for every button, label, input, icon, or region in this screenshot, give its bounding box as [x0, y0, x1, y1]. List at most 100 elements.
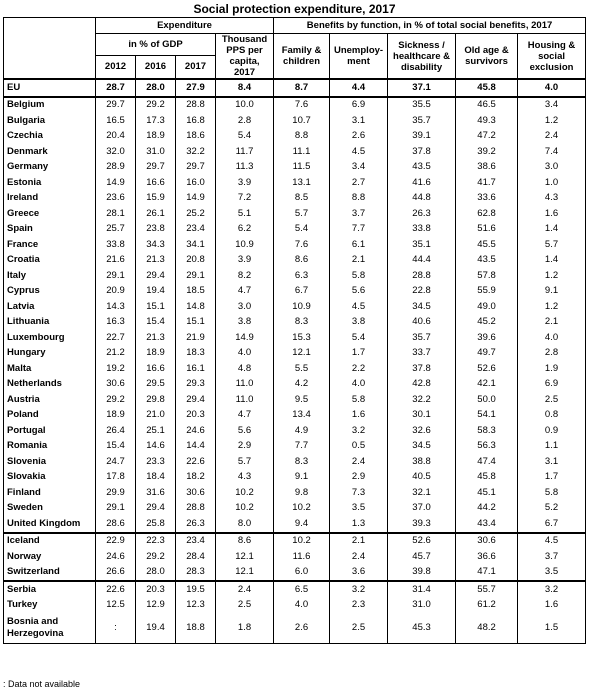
value-cell: 6.3 [273, 268, 331, 284]
value-cell: 26.3 [175, 516, 216, 533]
value-cell: 15.3 [273, 330, 331, 346]
value-cell: 39.2 [455, 144, 519, 160]
value-cell: 8.0 [214, 516, 275, 533]
value-cell: 5.2 [517, 500, 587, 516]
table-row: Spain 25.7 23.8 23.4 6.2 5.4 7.7 33.8 51.6 1.4 [3, 221, 587, 237]
country-cell: France [3, 237, 96, 253]
value-cell: 6.9 [329, 95, 389, 113]
value-cell: 11.0 [214, 392, 275, 408]
value-cell: 28.1 [95, 206, 136, 222]
value-cell: 22.7 [95, 330, 136, 346]
value-cell: 6.1 [329, 237, 389, 253]
table-row: Croatia 21.6 21.3 20.8 3.9 8.6 2.1 44.4 43.5 1.4 [3, 252, 587, 268]
value-cell: 28.8 [175, 95, 216, 113]
value-cell: 4.5 [329, 144, 389, 160]
header-oldage: Old age & survivors [455, 33, 519, 80]
value-cell: 5.4 [214, 128, 275, 144]
value-cell: 32.2 [175, 144, 216, 160]
value-cell: 1.3 [329, 516, 389, 533]
table-row: Greece 28.1 26.1 25.2 5.1 5.7 3.7 26.3 62.8 1.6 [3, 206, 587, 222]
value-cell: 5.1 [214, 206, 275, 222]
value-cell: 16.0 [175, 175, 216, 191]
value-cell: 52.6 [455, 361, 519, 377]
table-row: Slovakia 17.8 18.4 18.2 4.3 9.1 2.9 40.5 45.8 1.7 [3, 469, 587, 485]
value-cell: 20.3 [135, 580, 176, 598]
value-cell: 45.8 [455, 469, 519, 485]
value-cell: 1.9 [517, 361, 587, 377]
value-cell: 8.5 [273, 190, 331, 206]
value-cell: 7.7 [273, 438, 331, 454]
value-cell: 50.0 [455, 392, 519, 408]
country-cell: Estonia [3, 175, 96, 191]
value-cell: 11.3 [214, 159, 275, 175]
value-cell: 3.7 [517, 549, 587, 565]
value-cell: 32.0 [95, 144, 136, 160]
value-cell: 29.9 [95, 485, 136, 501]
value-cell: 12.1 [214, 549, 275, 565]
value-cell: 4.4 [329, 78, 389, 98]
value-cell: 14.6 [135, 438, 176, 454]
value-cell: 2.8 [214, 113, 275, 129]
value-cell: 8.3 [273, 314, 331, 330]
value-cell: 29.4 [135, 500, 176, 516]
value-cell: 22.9 [95, 531, 136, 549]
country-cell: Slovenia [3, 454, 96, 470]
value-cell: 31.0 [135, 144, 176, 160]
table-row: Latvia 14.3 15.1 14.8 3.0 10.9 4.5 34.5 49.0 1.2 [3, 299, 587, 315]
value-cell: 43.5 [455, 252, 519, 268]
value-cell: 2.9 [329, 469, 389, 485]
value-cell: 5.7 [273, 206, 331, 222]
value-cell: 8.2 [214, 268, 275, 284]
value-cell: 29.7 [135, 159, 176, 175]
value-cell: 18.3 [175, 345, 216, 361]
value-cell: 39.8 [387, 564, 457, 581]
value-cell: 19.5 [175, 580, 216, 598]
value-cell: 5.8 [517, 485, 587, 501]
value-cell: 35.7 [387, 113, 457, 129]
value-cell: 22.8 [387, 283, 457, 299]
value-cell: 23.6 [95, 190, 136, 206]
value-cell: 16.6 [135, 175, 176, 191]
table-row: Ireland 23.6 15.9 14.9 7.2 8.5 8.8 44.8 33.6 4.3 [3, 190, 587, 206]
value-cell: 9.1 [517, 283, 587, 299]
value-cell: 3.2 [329, 580, 389, 598]
value-cell: : [95, 613, 136, 644]
value-cell: 40.5 [387, 469, 457, 485]
value-cell: 4.5 [329, 299, 389, 315]
value-cell: 49.0 [455, 299, 519, 315]
value-cell: 44.8 [387, 190, 457, 206]
value-cell: 43.4 [455, 516, 519, 533]
value-cell: 30.6 [95, 376, 136, 392]
value-cell: 3.6 [329, 564, 389, 581]
value-cell: 1.4 [517, 252, 587, 268]
value-cell: 4.0 [517, 330, 587, 346]
value-cell: 9.8 [273, 485, 331, 501]
value-cell: 31.0 [387, 597, 457, 613]
country-cell: Austria [3, 392, 96, 408]
table-row: Finland 29.9 31.6 30.6 10.2 9.8 7.3 32.1 45.1 5.8 [3, 485, 587, 501]
value-cell: 43.5 [387, 159, 457, 175]
value-cell: 9.5 [273, 392, 331, 408]
value-cell: 3.9 [214, 175, 275, 191]
value-cell: 37.8 [387, 361, 457, 377]
table-row: Portugal 26.4 25.1 24.6 5.6 4.9 3.2 32.6 58.3 0.9 [3, 423, 587, 439]
value-cell: 57.8 [455, 268, 519, 284]
value-cell: 18.9 [135, 128, 176, 144]
value-cell: 11.6 [273, 549, 331, 565]
value-cell: 24.6 [95, 549, 136, 565]
table-row: Bosnia and Herzegovina:19.4 18.8 1.8 2.6 2.5… [3, 613, 587, 644]
value-cell: 1.4 [517, 221, 587, 237]
value-cell: 46.5 [455, 95, 519, 113]
value-cell: 3.5 [517, 564, 587, 581]
table-row: EU 28.7 28.0 27.9 8.4 8.7 4.4 37.1 45.8 4.0 [3, 78, 587, 98]
country-cell: Poland [3, 407, 96, 423]
value-cell: 34.5 [387, 438, 457, 454]
table-row: Belgium 29.7 29.2 28.8 10.0 7.6 6.9 35.5 46.5 3.4 [3, 95, 587, 113]
value-cell: 14.9 [214, 330, 275, 346]
value-cell: 10.2 [214, 500, 275, 516]
country-cell: Italy [3, 268, 96, 284]
value-cell: 8.7 [273, 78, 331, 98]
value-cell: 45.1 [455, 485, 519, 501]
value-cell: 32.2 [387, 392, 457, 408]
value-cell: 19.4 [135, 283, 176, 299]
